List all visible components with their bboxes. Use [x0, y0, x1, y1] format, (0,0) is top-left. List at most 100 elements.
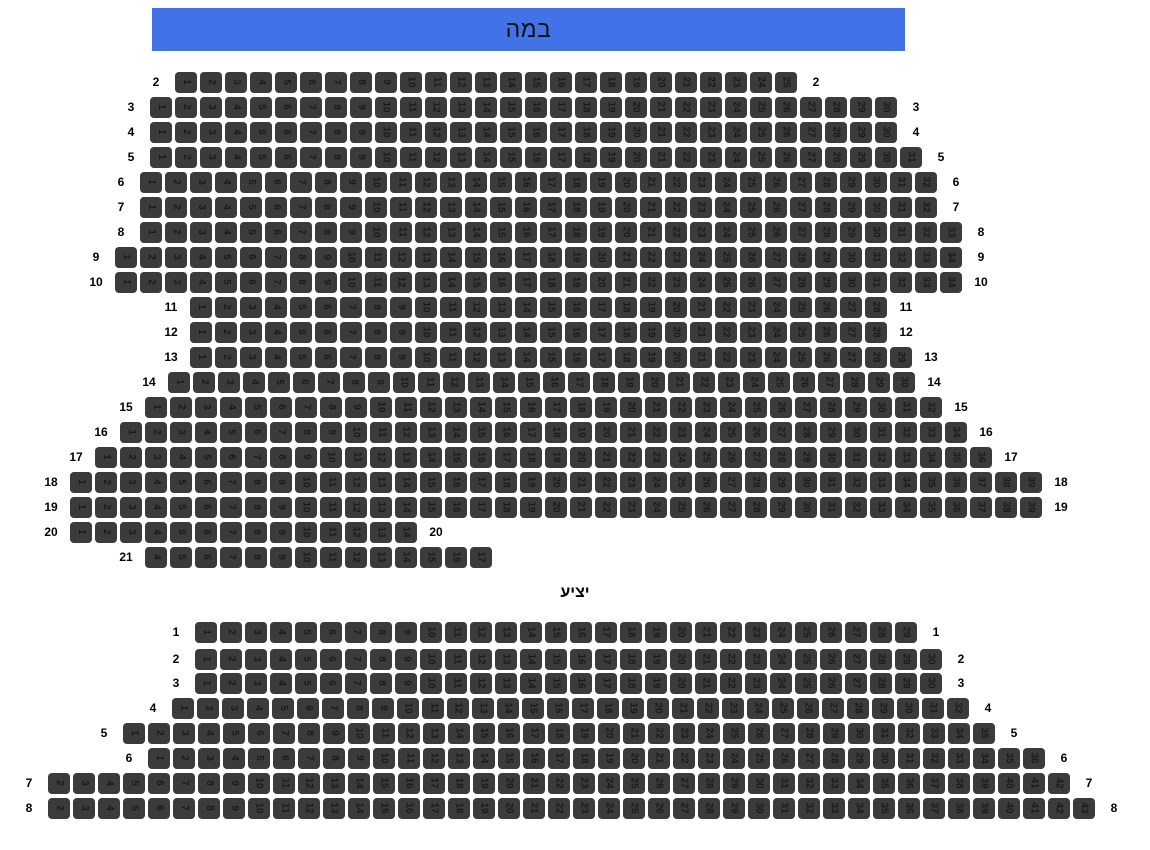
seat[interactable]: 15	[545, 672, 567, 694]
seat[interactable]: 29	[840, 196, 862, 218]
seat[interactable]: 14	[497, 697, 519, 719]
seat[interactable]: 12	[425, 96, 447, 118]
seat[interactable]: 12	[465, 346, 487, 368]
seat[interactable]: 4	[215, 171, 237, 193]
seat[interactable]: 16	[543, 371, 565, 393]
seat[interactable]: 6	[195, 496, 217, 518]
seat[interactable]: 21	[675, 71, 697, 93]
seat[interactable]: 10	[420, 672, 442, 694]
seat[interactable]: 18	[575, 146, 597, 168]
seat[interactable]: 9	[270, 546, 292, 568]
seat[interactable]: 17	[550, 146, 572, 168]
seat[interactable]: 16	[445, 546, 467, 568]
seat[interactable]: 19	[565, 271, 587, 293]
seat[interactable]: 28	[865, 321, 887, 343]
seat[interactable]: 36	[945, 471, 967, 493]
seat[interactable]: 21	[640, 221, 662, 243]
seat[interactable]: 7	[290, 221, 312, 243]
seat[interactable]: 2	[48, 797, 70, 819]
seat[interactable]: 10	[248, 797, 270, 819]
seat[interactable]: 17	[575, 71, 597, 93]
seat[interactable]: 17	[595, 621, 617, 643]
seat[interactable]: 10	[295, 546, 317, 568]
seat[interactable]: 29	[795, 446, 817, 468]
seat[interactable]: 9	[340, 171, 362, 193]
seat[interactable]: 18	[565, 221, 587, 243]
seat[interactable]: 18	[520, 446, 542, 468]
seat[interactable]: 8	[315, 196, 337, 218]
seat[interactable]: 10	[393, 371, 415, 393]
seat[interactable]: 17	[423, 797, 445, 819]
seat[interactable]: 11	[320, 496, 342, 518]
seat[interactable]: 1	[175, 71, 197, 93]
seat[interactable]: 4	[145, 521, 167, 543]
seat[interactable]: 27	[720, 471, 742, 493]
seat[interactable]: 23	[690, 221, 712, 243]
seat[interactable]: 21	[523, 772, 545, 794]
seat[interactable]: 17	[540, 196, 562, 218]
seat[interactable]: 28	[825, 121, 847, 143]
seat[interactable]: 3	[190, 171, 212, 193]
seat[interactable]: 24	[765, 321, 787, 343]
seat[interactable]: 21	[615, 271, 637, 293]
seat[interactable]: 9	[315, 246, 337, 268]
seat[interactable]: 17	[550, 96, 572, 118]
seat[interactable]: 11	[320, 546, 342, 568]
seat[interactable]: 25	[695, 446, 717, 468]
seat[interactable]: 29	[890, 346, 912, 368]
seat[interactable]: 27	[673, 797, 695, 819]
seat[interactable]: 12	[370, 446, 392, 468]
seat[interactable]: 4	[250, 71, 272, 93]
seat[interactable]: 9	[372, 697, 394, 719]
seat[interactable]: 7	[173, 797, 195, 819]
seat[interactable]: 9	[340, 221, 362, 243]
seat[interactable]: 4	[265, 321, 287, 343]
seat[interactable]: 3	[218, 371, 240, 393]
seat[interactable]: 18	[448, 797, 470, 819]
seat[interactable]: 3	[73, 772, 95, 794]
seat[interactable]: 8	[245, 471, 267, 493]
seat[interactable]: 19	[640, 321, 662, 343]
seat[interactable]: 14	[395, 471, 417, 493]
seat[interactable]: 28	[865, 346, 887, 368]
seat[interactable]: 7	[340, 296, 362, 318]
seat[interactable]: 28	[825, 96, 847, 118]
seat[interactable]: 14	[515, 296, 537, 318]
seat[interactable]: 26	[820, 648, 842, 670]
seat[interactable]: 6	[293, 371, 315, 393]
seat[interactable]: 9	[345, 396, 367, 418]
seat[interactable]: 2	[220, 672, 242, 694]
seat[interactable]: 28	[870, 672, 892, 694]
seat[interactable]: 18	[573, 747, 595, 769]
seat[interactable]: 14	[470, 396, 492, 418]
seat[interactable]: 13	[495, 621, 517, 643]
seat[interactable]: 3	[245, 672, 267, 694]
seat[interactable]: 10	[348, 722, 370, 744]
seat[interactable]: 10	[248, 772, 270, 794]
seat[interactable]: 22	[595, 496, 617, 518]
seat[interactable]: 11	[422, 697, 444, 719]
seat[interactable]: 22	[675, 96, 697, 118]
seat[interactable]: 25	[740, 196, 762, 218]
seat[interactable]: 29	[895, 621, 917, 643]
seat[interactable]: 19	[520, 496, 542, 518]
seat[interactable]: 19	[600, 146, 622, 168]
seat[interactable]: 9	[390, 346, 412, 368]
seat[interactable]: 9	[395, 648, 417, 670]
seat[interactable]: 18	[565, 171, 587, 193]
seat[interactable]: 14	[500, 71, 522, 93]
seat[interactable]: 25	[750, 146, 772, 168]
seat[interactable]: 24	[670, 446, 692, 468]
seat[interactable]: 8	[270, 446, 292, 468]
seat[interactable]: 1	[190, 346, 212, 368]
seat[interactable]: 37	[970, 471, 992, 493]
seat[interactable]: 24	[598, 772, 620, 794]
seat[interactable]: 13	[440, 171, 462, 193]
seat[interactable]: 5	[248, 747, 270, 769]
seat[interactable]: 25	[795, 621, 817, 643]
seat[interactable]: 12	[345, 546, 367, 568]
seat[interactable]: 36	[945, 496, 967, 518]
seat[interactable]: 41	[1023, 797, 1045, 819]
seat[interactable]: 8	[320, 396, 342, 418]
seat[interactable]: 14	[520, 621, 542, 643]
